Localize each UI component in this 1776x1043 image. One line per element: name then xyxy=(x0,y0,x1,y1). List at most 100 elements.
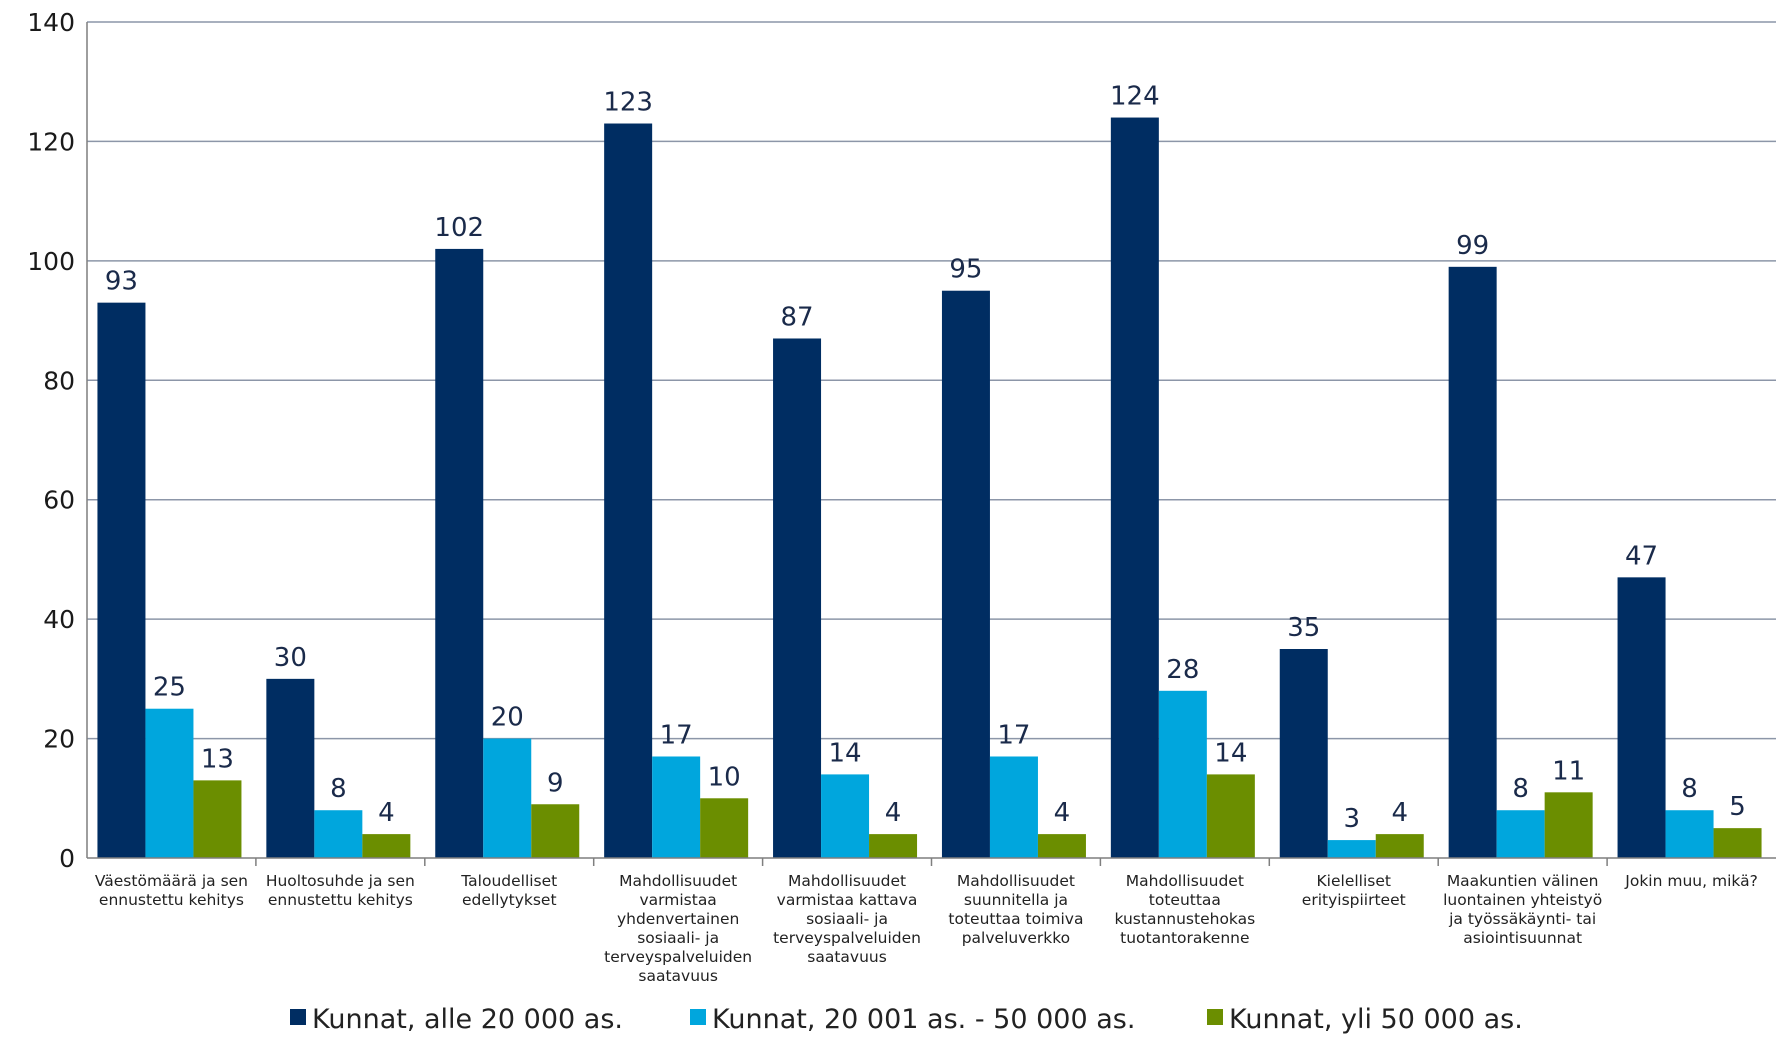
legend-swatch xyxy=(690,1009,706,1025)
x-tick-label: tuotantorakenne xyxy=(1120,929,1249,947)
x-tick-label: Mahdollisuudet xyxy=(619,872,737,890)
data-label: 102 xyxy=(434,213,484,243)
x-tick-label: Jokin muu, mikä? xyxy=(1624,872,1758,890)
legend-label: Kunnat, yli 50 000 as. xyxy=(1229,1004,1523,1035)
x-tick-label: ennustettu kehitys xyxy=(268,891,413,909)
data-label: 28 xyxy=(1166,655,1199,685)
y-tick-labels: 0 20 40 60 80 100 120 140 xyxy=(27,8,75,873)
x-tick-label: suunnitella ja xyxy=(964,891,1068,909)
x-tick-label: yhdenvertainen xyxy=(617,910,739,928)
bar xyxy=(821,774,870,858)
data-label: 8 xyxy=(1512,774,1529,804)
bar xyxy=(1665,810,1714,858)
bar xyxy=(1279,649,1328,858)
bar xyxy=(1037,834,1086,858)
y-tick-label: 40 xyxy=(43,605,75,634)
bar xyxy=(531,804,580,858)
x-tick-label: sosiaali- ja xyxy=(806,910,888,928)
bar xyxy=(1327,840,1376,858)
data-label: 17 xyxy=(660,720,693,750)
data-label: 87 xyxy=(781,302,814,332)
y-tick-label: 80 xyxy=(43,366,75,395)
y-tick-label: 100 xyxy=(27,247,75,276)
x-tick-label: Mahdollisuudet xyxy=(1126,872,1244,890)
bar xyxy=(314,810,363,858)
data-label: 17 xyxy=(997,720,1030,750)
y-tick-label: 20 xyxy=(43,725,75,754)
bar xyxy=(1206,774,1255,858)
data-label: 4 xyxy=(1391,798,1408,828)
data-label: 30 xyxy=(274,643,307,673)
bar xyxy=(1375,834,1424,858)
data-label: 47 xyxy=(1625,541,1658,571)
bar xyxy=(1617,577,1666,858)
gridlines xyxy=(87,21,1776,740)
bar xyxy=(773,338,822,858)
x-tick-label: terveyspalveluiden xyxy=(604,948,752,966)
data-label: 5 xyxy=(1729,792,1746,822)
x-tick-label: Mahdollisuudet xyxy=(788,872,906,890)
y-tick-label: 120 xyxy=(27,127,75,156)
x-tick-label: toteuttaa xyxy=(1149,891,1221,909)
bar xyxy=(97,302,146,859)
data-label: 123 xyxy=(603,88,653,118)
x-tick-label: Taloudelliset xyxy=(460,872,557,890)
bars xyxy=(97,117,1762,859)
bar xyxy=(604,123,653,858)
data-label: 95 xyxy=(949,255,982,285)
data-label: 14 xyxy=(1214,738,1247,768)
x-tick-label: toteuttaa toimiva xyxy=(948,910,1083,928)
x-tick-label: ennustettu kehitys xyxy=(99,891,244,909)
value-labels: 93 25 13 30 8 4 102 20 9 123 17 10 87 14 4 95 17 4 124 28 14… xyxy=(105,82,1746,835)
data-label: 4 xyxy=(1054,798,1071,828)
bar xyxy=(145,708,194,858)
data-label: 8 xyxy=(1681,774,1698,804)
bar xyxy=(1158,690,1207,858)
y-tick-label: 140 xyxy=(27,8,75,37)
y-tick-label: 0 xyxy=(59,844,75,873)
x-tick-label: varmistaa kattava xyxy=(777,891,918,909)
data-label: 14 xyxy=(829,738,862,768)
legend-label: Kunnat, 20 001 as. - 50 000 as. xyxy=(712,1004,1135,1035)
bar xyxy=(1496,810,1545,858)
data-label: 20 xyxy=(491,703,524,733)
bar xyxy=(869,834,918,858)
data-label: 10 xyxy=(708,762,741,792)
bar xyxy=(1713,828,1762,858)
data-label: 124 xyxy=(1110,82,1160,112)
data-label: 13 xyxy=(201,744,234,774)
data-label: 11 xyxy=(1552,756,1585,786)
bar xyxy=(266,678,315,858)
x-tick-label: Väestömäärä ja sen xyxy=(95,872,248,890)
data-label: 25 xyxy=(153,673,186,703)
data-label: 35 xyxy=(1287,613,1320,643)
x-tick-label: Kielelliset xyxy=(1317,872,1391,890)
x-tick-label: Mahdollisuudet xyxy=(957,872,1075,890)
x-tick-label: saatavuus xyxy=(638,967,718,985)
x-tick-label: Maakuntien välinen xyxy=(1447,872,1599,890)
x-tick-label: varmistaa xyxy=(639,891,716,909)
x-tick-label: Huoltosuhde ja sen xyxy=(266,872,415,890)
x-tick-label: kustannustehokas xyxy=(1114,910,1255,928)
bar xyxy=(1448,266,1497,858)
x-tick-label: erityispiirteet xyxy=(1302,891,1406,909)
bar xyxy=(435,248,484,858)
bar xyxy=(700,798,749,858)
x-tick-label: asiointisuunnat xyxy=(1463,929,1582,947)
legend-swatch xyxy=(1207,1009,1223,1025)
x-tick-label: saatavuus xyxy=(807,948,887,966)
bar xyxy=(483,738,532,858)
x-tick-label: edellytykset xyxy=(462,891,557,909)
data-label: 3 xyxy=(1343,804,1360,834)
x-tick-label: luontainen yhteistyö xyxy=(1443,891,1602,909)
y-tick-label: 60 xyxy=(43,486,75,515)
bar xyxy=(652,756,701,858)
bar xyxy=(1110,117,1159,859)
legend-label: Kunnat, alle 20 000 as. xyxy=(312,1004,623,1035)
data-label: 99 xyxy=(1456,231,1489,261)
data-label: 4 xyxy=(885,798,902,828)
legend-swatch xyxy=(290,1009,306,1025)
bar xyxy=(362,834,411,858)
